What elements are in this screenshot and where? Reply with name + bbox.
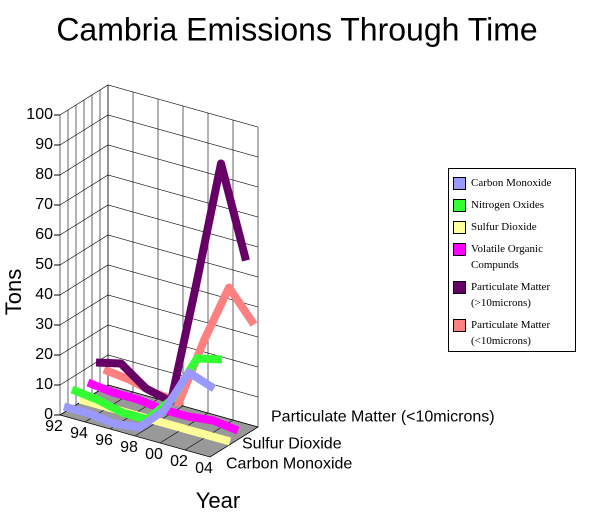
x-tick-label: 92 <box>45 418 63 435</box>
grid-line <box>59 234 259 278</box>
legend-item: Particulate Matter (>10microns) <box>453 279 571 311</box>
grid-line <box>59 294 259 338</box>
y-axis-label: Tons <box>1 269 26 315</box>
grid-line <box>59 84 259 128</box>
depth-label: Particulate Matter (<10microns) <box>271 409 495 426</box>
x-tick-label: 02 <box>170 453 188 470</box>
floor-line <box>209 426 259 458</box>
y-tick-label: 90 <box>35 136 53 153</box>
legend-swatch <box>453 199 466 212</box>
legend-swatch <box>453 221 466 234</box>
y-tick-label: 60 <box>35 226 53 243</box>
y-tick-label: 100 <box>26 106 53 123</box>
x-tick-label: 04 <box>195 460 213 477</box>
x-axis-label: Year <box>196 488 240 513</box>
y-tick-label: 40 <box>35 286 53 303</box>
grid-line <box>59 204 259 248</box>
grid-line <box>59 324 259 368</box>
legend-label: Particulate Matter (>10microns) <box>471 281 551 309</box>
legend-label: Volatile Organic Compunds <box>471 243 543 271</box>
depth-label: Sulfur Dioxide <box>242 436 342 453</box>
legend-swatch <box>453 177 466 190</box>
y-tick-label: 20 <box>35 346 53 363</box>
y-tick-label: 70 <box>35 196 53 213</box>
legend-label: Sulfur Dioxide <box>471 221 537 233</box>
legend-label: Nitrogen Oxides <box>471 199 545 211</box>
depth-label: Carbon Monoxide <box>226 456 352 473</box>
y-tick-label: 0 <box>44 406 53 423</box>
x-tick-label: 94 <box>70 425 88 442</box>
y-tick-label: 10 <box>35 376 53 393</box>
legend-item: Nitrogen Oxides <box>453 197 571 213</box>
legend-item: Carbon Monoxide <box>453 175 571 191</box>
legend-item: Volatile Organic Compunds <box>453 241 571 273</box>
legend-item: Sulfur Dioxide <box>453 219 571 235</box>
y-tick-label: 30 <box>35 316 53 333</box>
y-tick-label: 50 <box>35 256 53 273</box>
x-tick-label: 96 <box>95 432 113 449</box>
legend-item: Particulate Matter (<10microns) <box>453 317 571 349</box>
legend-label: Particulate Matter (<10microns) <box>471 319 551 347</box>
grid-line <box>59 114 259 158</box>
ribbon <box>62 368 217 432</box>
x-tick-label: 00 <box>145 446 163 463</box>
chart-title: Cambria Emissions Through Time <box>56 11 537 47</box>
legend-swatch <box>453 281 466 294</box>
legend-swatch <box>453 319 466 332</box>
x-tick-label: 98 <box>120 439 138 456</box>
y-tick-label: 80 <box>35 166 53 183</box>
legend-label: Carbon Monoxide <box>471 177 552 189</box>
legend-swatch <box>453 243 466 256</box>
legend: Carbon Monoxide Nitrogen Oxides Sulfur Dio… <box>448 168 576 352</box>
ribbon <box>102 283 258 407</box>
